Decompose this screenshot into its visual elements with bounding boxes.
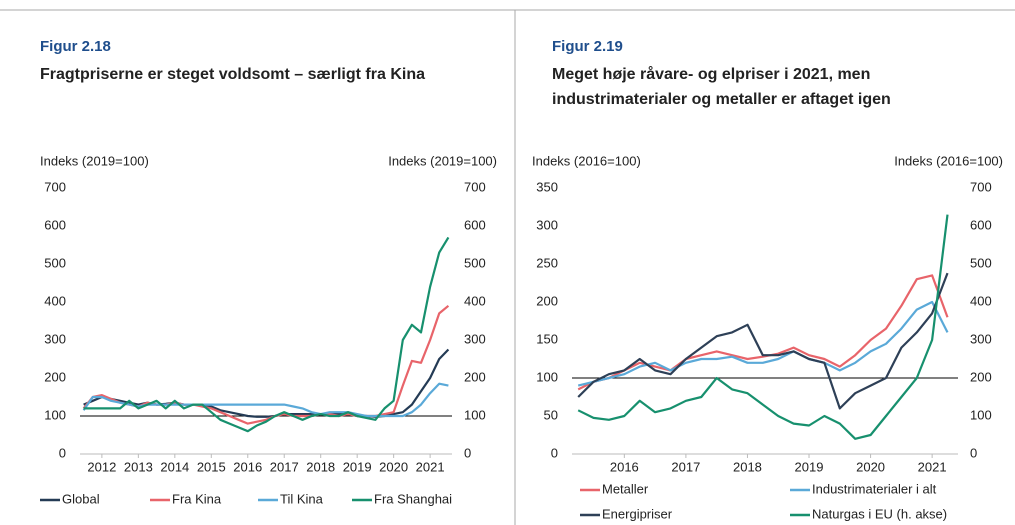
x-tick-label: 2015 [197,459,226,474]
y-tick-label: 300 [536,217,558,232]
chart-title: Fragtpriserne er steget voldsomt – særli… [40,66,425,83]
x-tick-label: 2012 [87,459,116,474]
x-tick-label: 2020 [379,459,408,474]
x-tick-label: 2018 [733,459,762,474]
x-tick-label: 2014 [160,459,189,474]
x-tick-label: 2021 [416,459,445,474]
legend-label: Fra Shanghai [374,491,452,506]
y2-tick-label: 600 [464,217,486,232]
y2-tick-label: 500 [970,255,992,270]
y2-tick-label: 0 [464,445,471,460]
legend-label: Fra Kina [172,491,222,506]
y-tick-label: 0 [59,445,66,460]
x-tick-label: 2021 [918,459,947,474]
chart-title: Meget høje råvare- og elpriser i 2021, m… [552,66,891,108]
y-tick-label: 100 [44,407,66,422]
series-line [577,274,949,391]
y2-tick-label: 700 [970,179,992,194]
y-tick-label: 400 [44,293,66,308]
x-tick-label: 2013 [124,459,153,474]
y-axis-title: Indeks (2016=100) [532,153,641,168]
x-tick-label: 2020 [856,459,885,474]
y2-tick-label: 0 [970,445,977,460]
x-tick-label: 2017 [270,459,299,474]
y-tick-label: 350 [536,179,558,194]
x-tick-label: 2018 [306,459,335,474]
series-line [83,236,450,433]
y-tick-label: 150 [536,331,558,346]
legend-label: Metaller [602,481,649,496]
y-tick-label: 250 [536,255,558,270]
y2-tick-label: 100 [970,407,992,422]
figure-label: Figur 2.19 [552,38,623,55]
legend-label: Industrimaterialer i alt [812,481,937,496]
y2-tick-label: 700 [464,179,486,194]
legend-label: Til Kina [280,491,324,506]
y2-tick-label: 300 [464,331,486,346]
y2-tick-label: 400 [970,293,992,308]
series-line [577,272,949,410]
y2-axis-title: Indeks (2019=100) [388,153,497,168]
figure-label: Figur 2.18 [40,38,111,55]
y2-tick-label: 600 [970,217,992,232]
x-tick-label: 2016 [610,459,639,474]
legend-label: Energipriser [602,506,673,521]
y2-tick-label: 400 [464,293,486,308]
y2-tick-label: 200 [464,369,486,384]
x-tick-label: 2016 [233,459,262,474]
y2-tick-label: 200 [970,369,992,384]
y-tick-label: 600 [44,217,66,232]
x-tick-label: 2017 [671,459,700,474]
y-tick-label: 500 [44,255,66,270]
y-tick-label: 0 [551,445,558,460]
y2-axis-title: Indeks (2016=100) [894,153,1003,168]
x-tick-label: 2019 [795,459,824,474]
y-tick-label: 300 [44,331,66,346]
y-axis-title: Indeks (2019=100) [40,153,149,168]
y-tick-label: 100 [536,369,558,384]
series-line [82,304,450,425]
legend-label: Naturgas i EU (h. akse) [812,506,947,521]
legend-label: Global [62,491,100,506]
y2-tick-label: 500 [464,255,486,270]
y2-tick-label: 300 [970,331,992,346]
x-tick-label: 2019 [343,459,372,474]
y2-tick-label: 100 [464,407,486,422]
y-tick-label: 50 [544,407,558,422]
series-line [577,214,949,440]
y-tick-label: 700 [44,179,66,194]
y-tick-label: 200 [536,293,558,308]
y-tick-label: 200 [44,369,66,384]
series-line [577,300,949,387]
